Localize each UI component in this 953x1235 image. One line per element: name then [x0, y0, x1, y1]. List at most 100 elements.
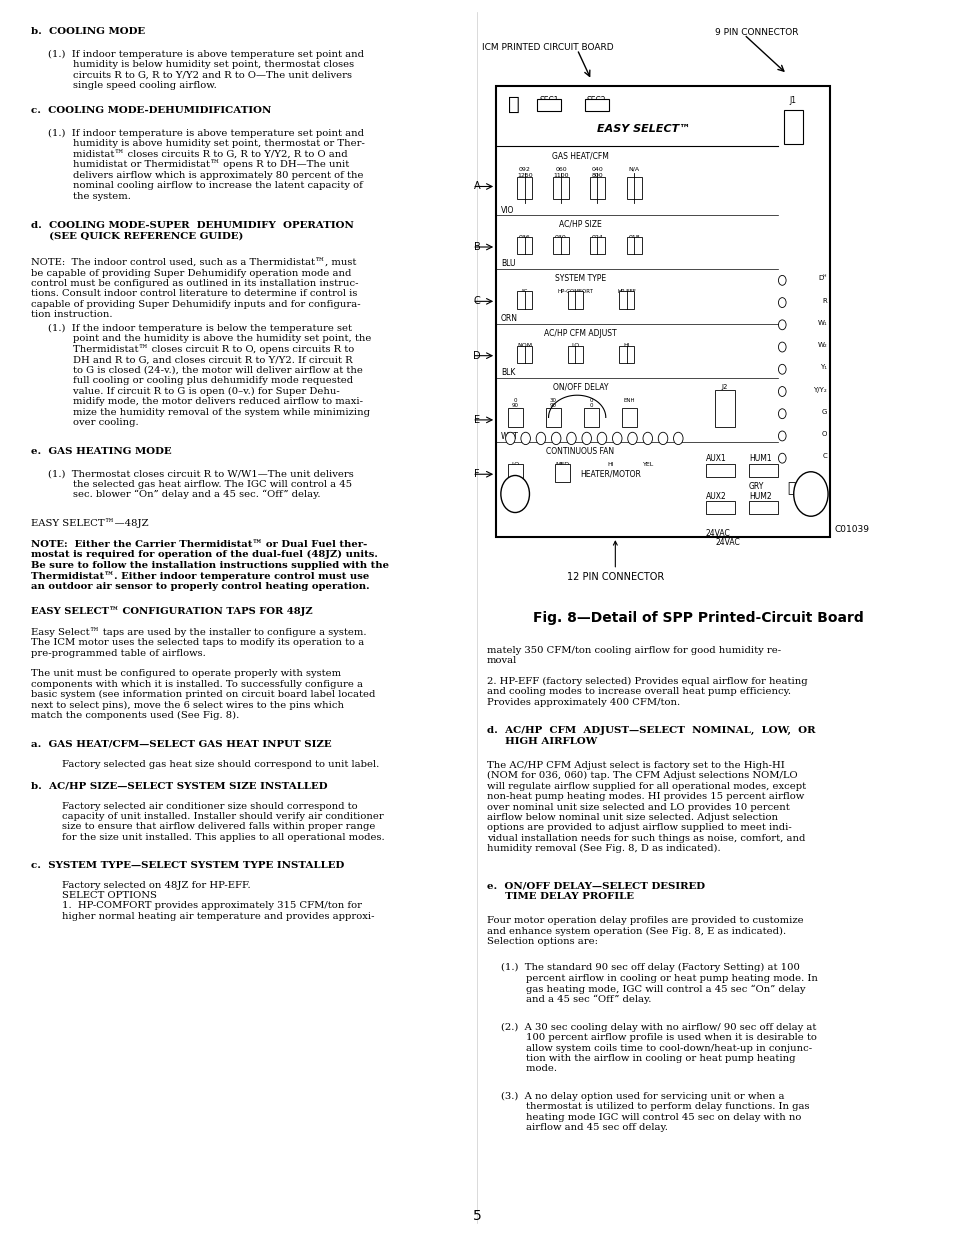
Bar [553, 237, 568, 254]
Text: W₂: W₂ [817, 342, 826, 348]
Text: NOM: NOM [517, 343, 532, 348]
Bar [618, 291, 634, 309]
Circle shape [778, 387, 785, 396]
Circle shape [778, 320, 785, 330]
Text: (1.)  If indoor temperature is above temperature set point and
        humidity : (1.) If indoor temperature is above temp… [48, 49, 363, 90]
Text: mately 350 CFM/ton cooling airflow for good humidity re-
moval: mately 350 CFM/ton cooling airflow for g… [486, 646, 780, 666]
Text: EASY SELECT™: EASY SELECT™ [597, 124, 690, 133]
Text: B: B [473, 242, 480, 252]
Text: CONTINUOUS FAN: CONTINUOUS FAN [546, 447, 614, 456]
Text: MED: MED [556, 462, 569, 467]
Text: YEL: YEL [500, 487, 514, 495]
Text: (1.)  The standard 90 sec off delay (Factory Setting) at 100
        percent air: (1.) The standard 90 sec off delay (Fact… [500, 963, 817, 1004]
Bar [567, 291, 582, 309]
Circle shape [581, 432, 591, 445]
Text: A: A [474, 182, 479, 191]
Text: (1.)  Thermostat closes circuit R to W/W1—The unit delivers
        the selected: (1.) Thermostat closes circuit R to W/W1… [48, 469, 353, 499]
Text: c.  SYSTEM TYPE—SELECT SYSTEM TYPE INSTALLED: c. SYSTEM TYPE—SELECT SYSTEM TYPE INSTAL… [30, 861, 343, 869]
Text: Easy Select™ taps are used by the installer to configure a system.
The ICM motor: Easy Select™ taps are used by the instal… [30, 627, 366, 658]
Bar [517, 346, 532, 363]
Text: G: G [821, 409, 826, 415]
Bar [626, 237, 641, 254]
Text: AUX1: AUX1 [705, 454, 726, 463]
Text: O: O [821, 431, 826, 437]
Text: EASY SELECT™ CONFIGURATION TAPS FOR 48JZ: EASY SELECT™ CONFIGURATION TAPS FOR 48JZ [30, 606, 312, 616]
Text: SEC1: SEC1 [538, 96, 558, 105]
Text: C: C [473, 296, 480, 306]
Text: J2: J2 [721, 384, 727, 390]
Text: 030: 030 [555, 235, 566, 240]
Text: HP-COMFORT: HP-COMFORT [557, 289, 593, 294]
Text: N/A: N/A [628, 167, 639, 172]
Text: Dᴴ: Dᴴ [818, 275, 826, 282]
Bar [589, 177, 604, 199]
Text: VIO: VIO [500, 206, 514, 215]
Bar [705, 464, 734, 477]
Text: ORN: ORN [500, 314, 517, 322]
Bar [517, 237, 532, 254]
Circle shape [778, 364, 785, 374]
Text: D: D [473, 351, 480, 361]
Text: J1: J1 [788, 96, 795, 105]
Text: AC: AC [520, 289, 528, 294]
Text: R: R [821, 298, 826, 304]
Circle shape [551, 432, 560, 445]
Text: LO: LO [511, 462, 518, 467]
Text: HP-EFF: HP-EFF [617, 289, 636, 294]
Circle shape [673, 432, 682, 445]
Bar [748, 501, 777, 514]
Bar [626, 177, 641, 199]
Bar [517, 291, 532, 309]
Bar [589, 237, 604, 254]
Text: AC/HP CFM ADJUST: AC/HP CFM ADJUST [543, 329, 617, 337]
Circle shape [793, 472, 827, 516]
Bar [517, 177, 532, 199]
Text: a.  GAS HEAT/CFM—SELECT GAS HEAT INPUT SIZE: a. GAS HEAT/CFM—SELECT GAS HEAT INPUT SI… [30, 740, 331, 748]
Text: d.  AC/HP  CFM  ADJUST—SELECT  NOMINAL,  LOW,  OR
     HIGH AIRFLOW: d. AC/HP CFM ADJUST—SELECT NOMINAL, LOW,… [486, 726, 814, 746]
Text: 12 PIN CONNECTOR: 12 PIN CONNECTOR [566, 541, 663, 583]
Text: NOTE:  The indoor control used, such as a Thermidistat™, must
be capable of prov: NOTE: The indoor control used, such as a… [30, 258, 360, 319]
Text: 0
90: 0 90 [511, 398, 518, 409]
Text: C01039: C01039 [834, 525, 869, 534]
Text: c.  COOLING MODE-DEHUMIDIFICATION: c. COOLING MODE-DEHUMIDIFICATION [30, 106, 271, 115]
Bar [496, 86, 829, 537]
Text: Fig. 8—Detail of SPP Printed-Circuit Board: Fig. 8—Detail of SPP Printed-Circuit Boa… [533, 611, 863, 625]
Text: ℜ: ℜ [507, 96, 518, 115]
Text: 092
1250: 092 1250 [517, 167, 532, 178]
Text: 060
1100: 060 1100 [553, 167, 568, 178]
Text: 024: 024 [591, 235, 602, 240]
Text: HI: HI [607, 462, 613, 467]
Bar [507, 464, 522, 482]
Text: e.  ON/OFF DELAY—SELECT DESIRED
     TIME DELAY PROFILE: e. ON/OFF DELAY—SELECT DESIRED TIME DELA… [486, 882, 704, 902]
Text: 30
90: 30 90 [549, 398, 557, 409]
Text: C: C [821, 453, 826, 459]
Text: AC/HP SIZE: AC/HP SIZE [558, 220, 601, 228]
Circle shape [536, 432, 545, 445]
Text: WHT: WHT [500, 432, 518, 441]
Bar [507, 408, 522, 427]
Bar [545, 408, 560, 427]
Text: Factory selected gas heat size should correspond to unit label.: Factory selected gas heat size should co… [62, 760, 379, 768]
Text: E: E [474, 415, 479, 425]
Circle shape [642, 432, 652, 445]
Circle shape [500, 475, 529, 513]
Bar [618, 346, 634, 363]
Circle shape [658, 432, 667, 445]
Text: 0
0: 0 0 [589, 398, 593, 409]
Text: 018: 018 [628, 235, 639, 240]
Bar [584, 99, 608, 111]
Text: (1.)  If the indoor temperature is below the temperature set
        point and t: (1.) If the indoor temperature is below … [48, 324, 371, 427]
Text: Four motor operation delay profiles are provided to customize
and enhance system: Four motor operation delay profiles are … [486, 916, 802, 946]
Text: (3.)  A no delay option used for servicing unit or when a
        thermostat is : (3.) A no delay option used for servicin… [500, 1092, 808, 1132]
Bar [621, 408, 637, 427]
Text: HUM2: HUM2 [748, 492, 771, 500]
Circle shape [778, 431, 785, 441]
Text: 2. HP-EFF (factory selected) Provides equal airflow for heating
and cooling mode: 2. HP-EFF (factory selected) Provides eq… [486, 677, 806, 706]
Text: The AC/HP CFM Adjust select is factory set to the High-HI
(NOM for 036, 060) tap: The AC/HP CFM Adjust select is factory s… [486, 761, 805, 853]
Text: b.  COOLING MODE: b. COOLING MODE [30, 27, 145, 36]
Bar [783, 110, 802, 144]
Text: F: F [474, 469, 479, 479]
Text: (2.)  A 30 sec cooling delay with no airflow/ 90 sec off delay at
        100 pe: (2.) A 30 sec cooling delay with no airf… [500, 1023, 816, 1073]
Text: BLK: BLK [500, 368, 515, 377]
Bar [567, 346, 582, 363]
